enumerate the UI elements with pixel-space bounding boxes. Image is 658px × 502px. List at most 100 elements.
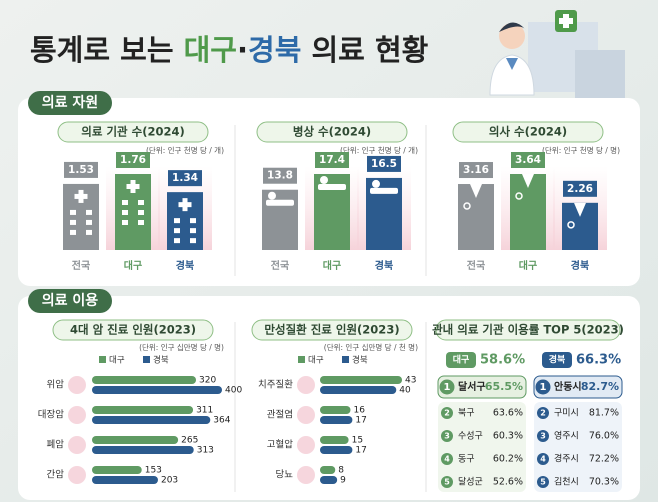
icon [470,184,482,199]
icon [138,200,144,205]
rank-badge [441,430,453,442]
bar [320,446,353,454]
legend-label: 대구 [109,356,125,366]
icon [370,187,398,194]
rank-number: 5 [444,478,450,487]
district-name: 영주시 [554,431,579,442]
icon [574,202,586,217]
rank-badge [535,379,551,395]
category-label: 위암 [47,379,65,391]
bar [92,446,194,454]
district-rate: 81.7% [589,408,619,419]
value-label: 9 [340,476,346,486]
section-label: 의료 이용 [42,292,99,309]
district-rate: 82.7% [581,380,619,393]
icon [515,192,523,200]
category-label: 폐암 [47,439,65,451]
value-box [459,162,493,179]
category-icon [297,406,315,424]
section-label: 의료 자원 [42,94,98,111]
bar [320,416,353,424]
title-dot: · [237,33,248,67]
icon [463,202,471,210]
icon [70,229,76,235]
icon [86,209,92,215]
icon [74,193,88,199]
category-label: 전국 [271,259,289,272]
legend-swatch [298,356,305,363]
icon [86,229,92,235]
panel-title: 의료 기관 수(2024) [81,125,184,139]
category-label: 당뇨 [276,470,294,481]
unit-note: (단위: 인구 천명 당 / 개) [146,145,224,155]
category-icon [297,436,315,454]
panel-title: 의사 수(2024) [489,125,567,139]
rank-box [534,402,622,492]
value-box [315,152,349,168]
value-label: 16.5 [371,158,397,170]
category-label: 대구 [124,259,142,272]
region-pill [542,352,572,368]
category-icon [68,466,86,484]
icon [190,218,196,224]
page-title: 통계로 보는 대구·경북 의료 현황 [30,33,429,67]
icon [174,238,180,244]
bar [92,406,194,414]
icon [122,210,128,215]
icon [320,176,328,184]
icon [178,202,192,208]
panel-title: 만성질환 진료 인원(2023) [264,323,399,337]
category-label: 경북 [375,259,393,272]
value-label: 17 [355,416,366,426]
bar [320,406,351,414]
icon [266,199,294,206]
rank-badge [537,407,549,419]
district-name: 달성군 [458,476,483,488]
value-label: 265 [181,436,198,446]
title-lead: 통계로 보는 [30,33,174,67]
value-label: 311 [196,406,213,416]
value-box [367,155,401,172]
icon [567,221,575,229]
value-label: 1.34 [172,172,198,184]
bar [92,466,142,474]
district-rate: 52.6% [493,477,523,488]
district-rate: 65.5% [485,380,523,393]
category-label: 경북 [176,259,194,272]
panel-header-pill [57,121,209,143]
bar [262,189,298,250]
illustration [489,10,625,98]
icon [190,238,196,244]
value-label: 8 [338,466,344,476]
legend-swatch [342,356,349,363]
district-name: 경주시 [554,453,579,465]
legend-swatch [99,356,106,363]
icon [190,228,196,234]
value-label: 400 [225,386,242,396]
district-rate: 70.3% [589,477,619,488]
title-region: 대구 [184,33,237,67]
rank-number: 5 [540,478,546,487]
region-name: 대구 [453,354,470,366]
rank-badge [441,407,453,419]
value-label: 2.26 [567,183,593,195]
rank-badge [441,476,453,488]
value-label: 1.76 [120,154,146,166]
bar [92,376,196,384]
category-icon [68,406,86,424]
icon [70,209,76,215]
value-box [116,152,150,168]
icon [126,184,140,189]
legend-label: 대구 [308,356,324,366]
bar [92,416,211,424]
bar [320,466,336,474]
panel-header-pill [452,121,604,143]
rank-number: 3 [540,432,546,441]
category-icon [297,376,315,394]
value-label: 320 [199,376,216,386]
panel-title: 관내 의료 기관 이용률 TOP 5(2023) [432,323,624,337]
category-label: 대장암 [38,409,64,421]
district-name: 달서구 [458,380,486,393]
category-label: 대구 [323,259,341,272]
value-label: 3.64 [515,154,541,166]
